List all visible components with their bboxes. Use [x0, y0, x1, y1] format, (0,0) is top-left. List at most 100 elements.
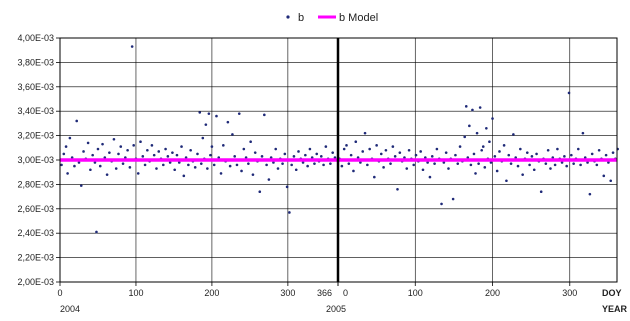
data-point [237, 112, 241, 115]
data-point [217, 156, 221, 159]
data-point [117, 152, 120, 156]
data-point [384, 148, 388, 152]
data-point [294, 168, 298, 172]
data-point [267, 178, 271, 181]
data-point [447, 167, 450, 170]
data-point [308, 147, 312, 151]
data-point [551, 156, 555, 159]
data-point [483, 166, 487, 169]
data-point [466, 156, 470, 159]
data-point [79, 184, 83, 187]
y-tick-label: 3,80E-03 [17, 57, 54, 67]
data-point [565, 164, 568, 168]
data-point [274, 147, 278, 151]
data-point [530, 155, 534, 158]
data-point [101, 142, 104, 146]
data-point [68, 136, 72, 140]
data-point [609, 179, 613, 183]
data-point [396, 187, 399, 191]
data-point [70, 156, 74, 159]
y-tick-label: 2,40E-03 [17, 228, 54, 238]
data-point [469, 163, 473, 167]
x-tick-label: 0 [57, 288, 62, 298]
data-point [164, 147, 167, 151]
data-point [219, 172, 223, 175]
data-point [403, 156, 406, 159]
data-point [412, 163, 416, 167]
data-point [514, 156, 517, 159]
data-point [315, 152, 319, 156]
data-point [405, 167, 409, 170]
grid [56, 37, 617, 286]
data-point [382, 166, 385, 169]
data-point [128, 166, 132, 169]
data-point [474, 172, 477, 175]
data-point [73, 164, 76, 168]
data-point [226, 120, 230, 124]
data-point [281, 162, 284, 165]
y-tick-labels: 4,00E-03 3,80E-03 3,60E-03 3,40E-03 3,20E-03… [17, 33, 54, 287]
data-point [215, 114, 218, 118]
data-point [539, 190, 543, 194]
data-point [442, 161, 446, 164]
data-point [451, 197, 455, 201]
data-point [379, 152, 383, 156]
data-point [93, 161, 97, 164]
data-point [345, 144, 348, 147]
data-point [155, 167, 158, 170]
data-point [428, 175, 432, 179]
data-point [126, 148, 129, 152]
data-point [373, 175, 376, 179]
data-point [359, 161, 362, 164]
year-label-2004: 2004 [60, 304, 80, 314]
data-point [480, 148, 484, 152]
data-point [553, 163, 557, 167]
data-point [150, 144, 154, 147]
data-point [464, 105, 468, 108]
data-point [602, 174, 606, 178]
y-tick-label: 3,00E-03 [17, 155, 54, 165]
data-point [247, 162, 250, 165]
data-point [393, 155, 397, 158]
data-point [366, 163, 369, 167]
data-point [391, 145, 395, 148]
data-point [184, 156, 188, 159]
y-tick-label: 2,20E-03 [17, 253, 54, 263]
data-point [177, 161, 181, 164]
data-point [132, 144, 135, 147]
data-point [544, 162, 548, 165]
data-point [586, 161, 589, 164]
data-point [212, 163, 216, 167]
y-tick-label: 2,60E-03 [17, 204, 54, 214]
data-point [363, 131, 367, 135]
data-point [251, 173, 255, 176]
data-point [324, 145, 328, 148]
data-point [549, 167, 552, 170]
x-tick-label: 0 [343, 288, 348, 298]
data-point [139, 140, 142, 143]
data-point [297, 150, 300, 153]
data-point [595, 163, 599, 167]
data-point [96, 147, 100, 151]
data-point [525, 151, 529, 154]
x-tick-labels: 0 100 200 300 366 0 100 200 300 [57, 288, 577, 298]
data-point [108, 151, 111, 154]
data-point [290, 163, 293, 167]
data-point [375, 144, 378, 147]
data-point [322, 163, 325, 167]
data-point [260, 155, 264, 158]
data-point [180, 145, 183, 148]
y-tick-label: 3,40E-03 [17, 106, 54, 116]
y-tick-label: 4,00E-03 [17, 33, 54, 43]
data-point [249, 140, 252, 143]
data-point [588, 192, 592, 196]
x-axis-title-year: YEAR [602, 304, 628, 314]
data-point [283, 152, 287, 156]
data-point [488, 140, 491, 143]
year-label-2005: 2005 [326, 304, 346, 314]
data-point [292, 155, 296, 158]
data-point [419, 150, 422, 153]
data-point [521, 173, 524, 176]
data-point [95, 230, 98, 234]
y-tick-label: 2,80E-03 [17, 179, 54, 189]
